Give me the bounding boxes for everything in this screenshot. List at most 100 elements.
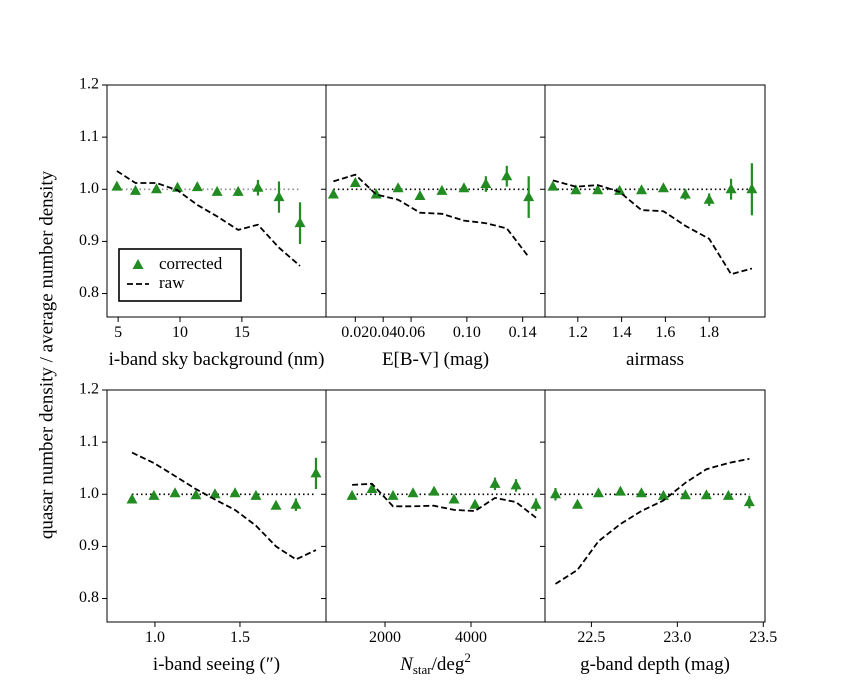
triangle-marker <box>458 182 470 193</box>
triangle-marker <box>636 184 648 195</box>
x-tick-label: 2000 <box>369 629 401 646</box>
x-tick-label: 4000 <box>455 629 487 646</box>
triangle-marker <box>510 479 522 490</box>
x-axis-label: airmass <box>626 349 684 370</box>
triangle-marker <box>657 182 669 193</box>
triangle-marker <box>169 487 181 498</box>
triangle-marker <box>349 177 361 188</box>
triangle-marker <box>549 488 561 499</box>
x-label-sup: 2 <box>464 650 471 665</box>
triangle-marker <box>392 182 404 193</box>
triangle-marker <box>191 181 203 192</box>
x-tick-label: 0.10 <box>453 324 481 341</box>
triangle-marker <box>172 181 184 192</box>
y-tick-label: 1.0 <box>79 485 99 502</box>
triangle-marker <box>547 180 559 191</box>
triangle-marker <box>407 487 419 498</box>
triangle-marker <box>290 498 302 509</box>
triangle-marker <box>148 489 160 500</box>
panel-frame <box>544 389 766 623</box>
triangle-marker <box>725 183 737 194</box>
triangle-marker <box>250 489 262 500</box>
legend-label: raw <box>159 273 185 292</box>
raw-line <box>116 170 301 267</box>
triangle-marker <box>592 184 604 195</box>
triangle-marker <box>346 489 358 500</box>
x-tick-label: 0.14 <box>509 324 537 341</box>
triangle-marker <box>614 485 626 496</box>
triangle-marker <box>679 188 691 199</box>
x-tick-label: 1.2 <box>568 324 588 341</box>
triangle-marker <box>387 489 399 500</box>
x-label-mid: /deg <box>432 654 465 675</box>
triangle-marker <box>310 467 322 478</box>
x-label-main: N <box>399 654 414 675</box>
triangle-marker <box>501 170 513 181</box>
triangle-marker <box>366 483 378 494</box>
x-tick-label: 23.0 <box>663 629 691 646</box>
legend-label: corrected <box>159 254 223 273</box>
y-tick-label: 0.8 <box>79 284 99 301</box>
x-tick-label: 10 <box>172 324 188 341</box>
triangle-marker <box>700 489 712 500</box>
triangle-marker <box>211 185 223 196</box>
x-axis-label: i-band seeing (″) <box>153 654 280 675</box>
triangle-marker <box>294 217 306 228</box>
x-tick-label: 5 <box>114 324 122 341</box>
y-tick-label: 1.1 <box>79 433 99 450</box>
raw-line <box>552 179 753 276</box>
y-tick-label: 0.9 <box>79 232 99 249</box>
triangle-marker <box>703 193 715 204</box>
triangle-marker <box>209 488 221 499</box>
triangle-marker <box>469 498 481 509</box>
x-tick-label: 1.6 <box>655 324 675 341</box>
x-tick-label: 1.0 <box>145 629 165 646</box>
triangle-marker <box>436 184 448 195</box>
x-tick-label: 0.04 <box>369 324 397 341</box>
triangle-marker <box>592 487 604 498</box>
x-tick-label: 1.5 <box>230 629 250 646</box>
x-axis-label: Nstar/deg2 <box>399 650 471 677</box>
y-tick-label: 1.0 <box>79 180 99 197</box>
x-label-sub: star <box>413 662 432 677</box>
legend-box <box>118 248 242 302</box>
raw-line <box>131 451 317 561</box>
triangle-marker <box>530 498 542 509</box>
x-tick-label: 22.5 <box>577 629 605 646</box>
triangle-marker <box>126 493 138 504</box>
triangle-marker <box>657 489 669 500</box>
raw-line <box>333 173 530 258</box>
triangle-marker <box>746 183 758 194</box>
triangle-marker <box>414 190 426 201</box>
triangle-marker <box>273 191 285 202</box>
x-axis-label: i-band sky background (nm) <box>109 349 325 370</box>
triangle-marker <box>722 489 734 500</box>
triangle-marker <box>523 191 535 202</box>
triangle-marker <box>635 487 647 498</box>
x-tick-label: 0.02 <box>341 324 369 341</box>
raw-line <box>352 482 537 519</box>
triangle-marker <box>480 178 492 189</box>
triangle-marker <box>571 498 583 509</box>
triangle-marker <box>327 188 339 199</box>
y-tick-label: 1.2 <box>79 381 99 398</box>
triangle-marker <box>448 493 460 504</box>
y-axis-label: quasar number density / average number d… <box>36 170 57 539</box>
triangle-marker <box>232 185 244 196</box>
panel-frame <box>325 84 546 318</box>
x-tick-label: 1.4 <box>612 324 632 341</box>
x-axis-label: E[B-V] (mag) <box>382 349 489 370</box>
raw-line <box>555 457 750 585</box>
triangle-marker <box>190 489 202 500</box>
triangle-marker <box>489 477 501 488</box>
triangle-marker <box>679 489 691 500</box>
y-tick-label: 0.8 <box>79 589 99 606</box>
triangle-marker <box>150 183 162 194</box>
y-tick-label: 1.2 <box>79 76 99 93</box>
x-tick-label: 15 <box>234 324 250 341</box>
triangle-marker <box>129 184 141 195</box>
panel-frame <box>544 84 766 318</box>
y-tick-label: 0.9 <box>79 537 99 554</box>
triangle-marker <box>270 499 282 510</box>
